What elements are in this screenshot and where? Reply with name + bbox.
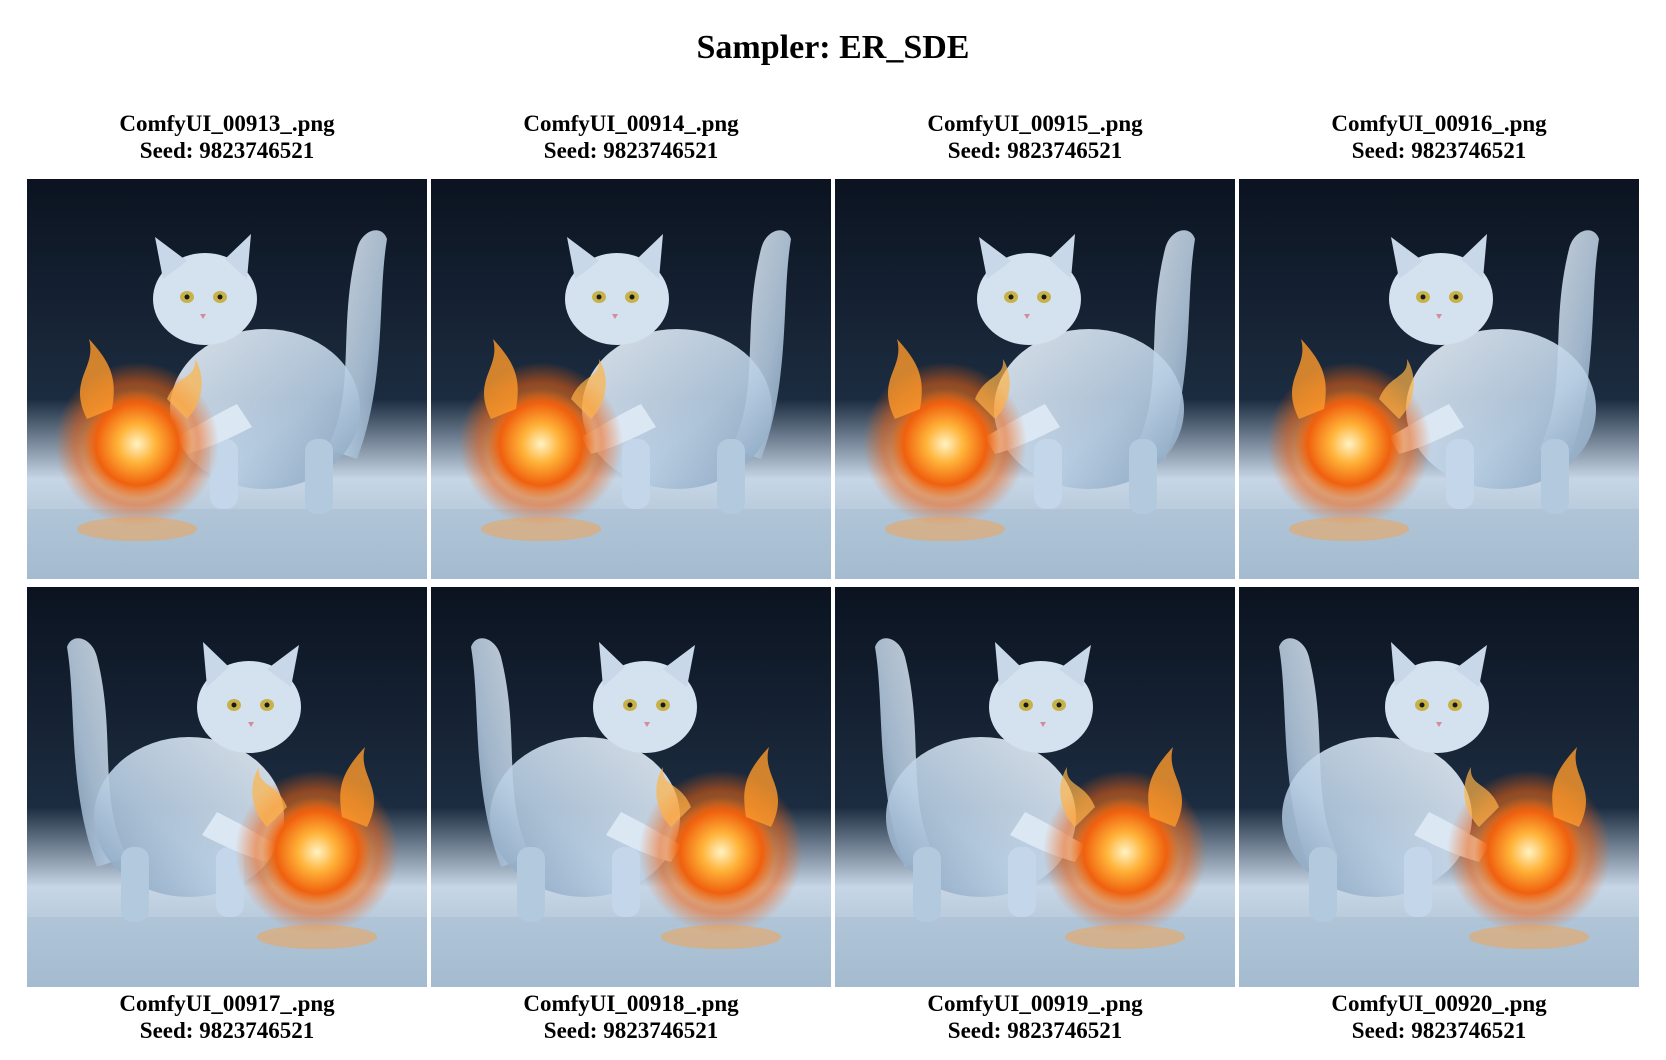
filename-caption: ComfyUI_00920_.png xyxy=(1331,991,1547,1016)
image-thumbnail[interactable] xyxy=(1239,179,1639,579)
seed-caption: Seed: 9823746521 xyxy=(543,138,719,163)
grid-cell-5: ComfyUI_00917_.png Seed: 9823746521 xyxy=(27,990,427,1044)
ice-cat-fireball-picture xyxy=(835,179,1235,579)
seed-caption: Seed: 9823746521 xyxy=(543,1018,719,1043)
seed-caption: Seed: 9823746521 xyxy=(947,1018,1123,1043)
seed-caption: Seed: 9823746521 xyxy=(1351,138,1527,163)
ice-cat-fireball-picture xyxy=(1239,179,1639,579)
image-thumbnail[interactable] xyxy=(835,179,1235,579)
ice-cat-fireball-picture xyxy=(431,179,831,579)
ice-cat-fireball-picture xyxy=(835,587,1235,987)
image-thumbnail[interactable] xyxy=(835,587,1235,987)
filename-caption: ComfyUI_00914_.png xyxy=(523,111,739,136)
grid-cell-7: ComfyUI_00919_.png Seed: 9823746521 xyxy=(835,990,1235,1044)
image-thumbnail[interactable] xyxy=(431,179,831,579)
filename-caption: ComfyUI_00913_.png xyxy=(119,111,335,136)
seed-caption: Seed: 9823746521 xyxy=(139,1018,315,1043)
grid-cell-1: ComfyUI_00913_.png Seed: 9823746521 xyxy=(27,110,427,164)
grid-cell-6: ComfyUI_00918_.png Seed: 9823746521 xyxy=(431,990,831,1044)
image-thumbnail[interactable] xyxy=(27,179,427,579)
grid-cell-8: ComfyUI_00920_.png Seed: 9823746521 xyxy=(1239,990,1639,1044)
image-thumbnail[interactable] xyxy=(431,587,831,987)
ice-cat-fireball-picture xyxy=(27,179,427,579)
filename-caption: ComfyUI_00919_.png xyxy=(927,991,1143,1016)
filename-caption: ComfyUI_00916_.png xyxy=(1331,111,1547,136)
filename-caption: ComfyUI_00917_.png xyxy=(119,991,335,1016)
filename-caption: ComfyUI_00915_.png xyxy=(927,111,1143,136)
ice-cat-fireball-picture xyxy=(1239,587,1639,987)
image-grid: ComfyUI_00913_.png Seed: 9823746521 Comf… xyxy=(27,0,1647,1060)
ice-cat-fireball-picture xyxy=(431,587,831,987)
image-thumbnail[interactable] xyxy=(27,587,427,987)
filename-caption: ComfyUI_00918_.png xyxy=(523,991,739,1016)
grid-cell-4: ComfyUI_00916_.png Seed: 9823746521 xyxy=(1239,110,1639,164)
ice-cat-fireball-picture xyxy=(27,587,427,987)
seed-caption: Seed: 9823746521 xyxy=(1351,1018,1527,1043)
image-thumbnail[interactable] xyxy=(1239,587,1639,987)
grid-cell-2: ComfyUI_00914_.png Seed: 9823746521 xyxy=(431,110,831,164)
page-title: Sampler: ER_SDE xyxy=(696,29,970,66)
seed-caption: Seed: 9823746521 xyxy=(139,138,315,163)
seed-caption: Seed: 9823746521 xyxy=(947,138,1123,163)
grid-cell-3: ComfyUI_00915_.png Seed: 9823746521 xyxy=(835,110,1235,164)
